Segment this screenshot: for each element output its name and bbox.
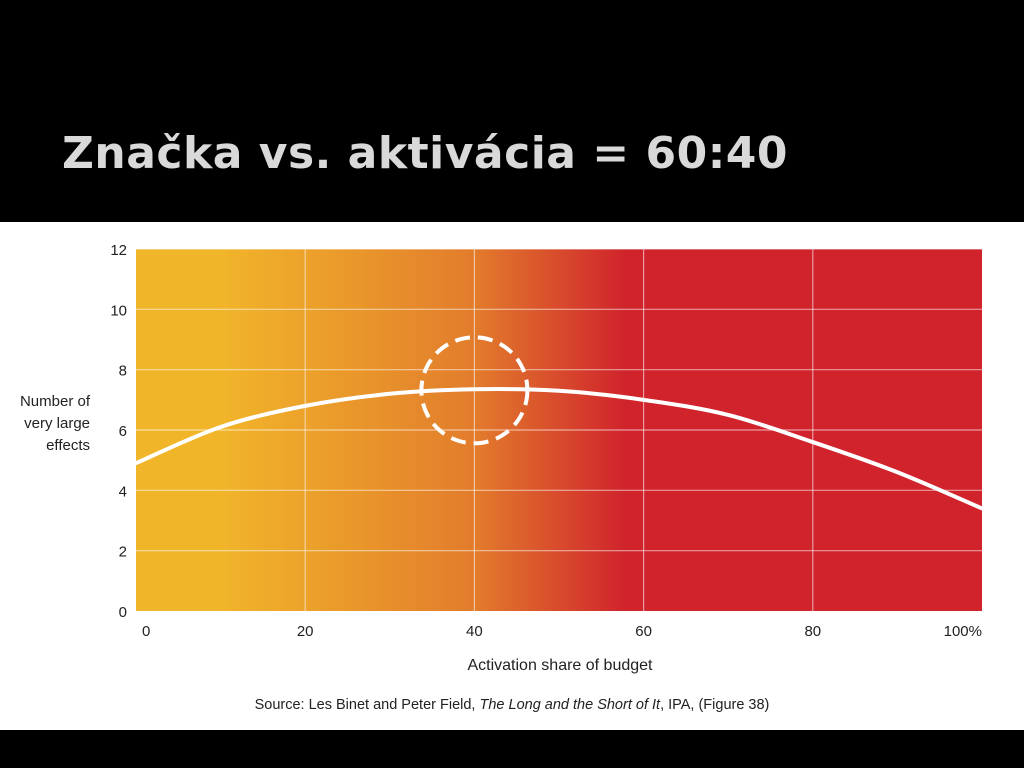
y-axis-ticks: 0 2 4 6 8 10 12	[110, 242, 127, 621]
y-tick-label: 12	[110, 242, 127, 259]
annotation-group	[419, 335, 530, 446]
y-tick-label: 0	[119, 604, 127, 621]
x-tick-label: 60	[635, 623, 652, 640]
y-tick-label: 10	[110, 302, 127, 319]
x-axis-ticks: 0 20 40 60 80 100%	[142, 623, 982, 640]
y-axis-label-line: Number of	[20, 393, 91, 410]
y-tick-label: 8	[119, 363, 127, 380]
x-tick-label: 80	[804, 623, 821, 640]
source-citation: Source: Les Binet and Peter Field, The L…	[0, 697, 1024, 713]
x-tick-label: 20	[297, 623, 314, 640]
x-tick-label: 100%	[944, 623, 982, 640]
y-axis-label: Number of very large effects	[20, 393, 91, 454]
x-tick-label: 0	[142, 623, 150, 640]
bottom-bar	[0, 730, 1024, 768]
y-axis-label-line: effects	[46, 437, 90, 454]
x-axis-label: Activation share of budget	[467, 657, 653, 674]
grid-lines	[136, 248, 982, 611]
y-tick-label: 4	[119, 483, 127, 500]
source-suffix: , IPA, (Figure 38)	[660, 697, 770, 713]
source-prefix: Source: Les Binet and Peter Field,	[254, 697, 480, 713]
y-tick-label: 6	[119, 423, 127, 440]
x-tick-label: 40	[466, 623, 483, 640]
y-tick-label: 2	[119, 544, 127, 561]
title-bar: Značka vs. aktivácia = 60:40	[0, 0, 1024, 222]
series-group	[134, 387, 984, 511]
slide-title: Značka vs. aktivácia = 60:40	[62, 128, 789, 179]
y-axis-label-line: very large	[24, 415, 90, 432]
highlight-dashed-circle	[419, 335, 530, 446]
source-book-title: The Long and the Short of It	[479, 697, 661, 713]
series-line	[134, 387, 984, 511]
chart: 0 2 4 6 8 10 12 0 20 40 60 80 100% Number of very la…	[20, 242, 984, 674]
